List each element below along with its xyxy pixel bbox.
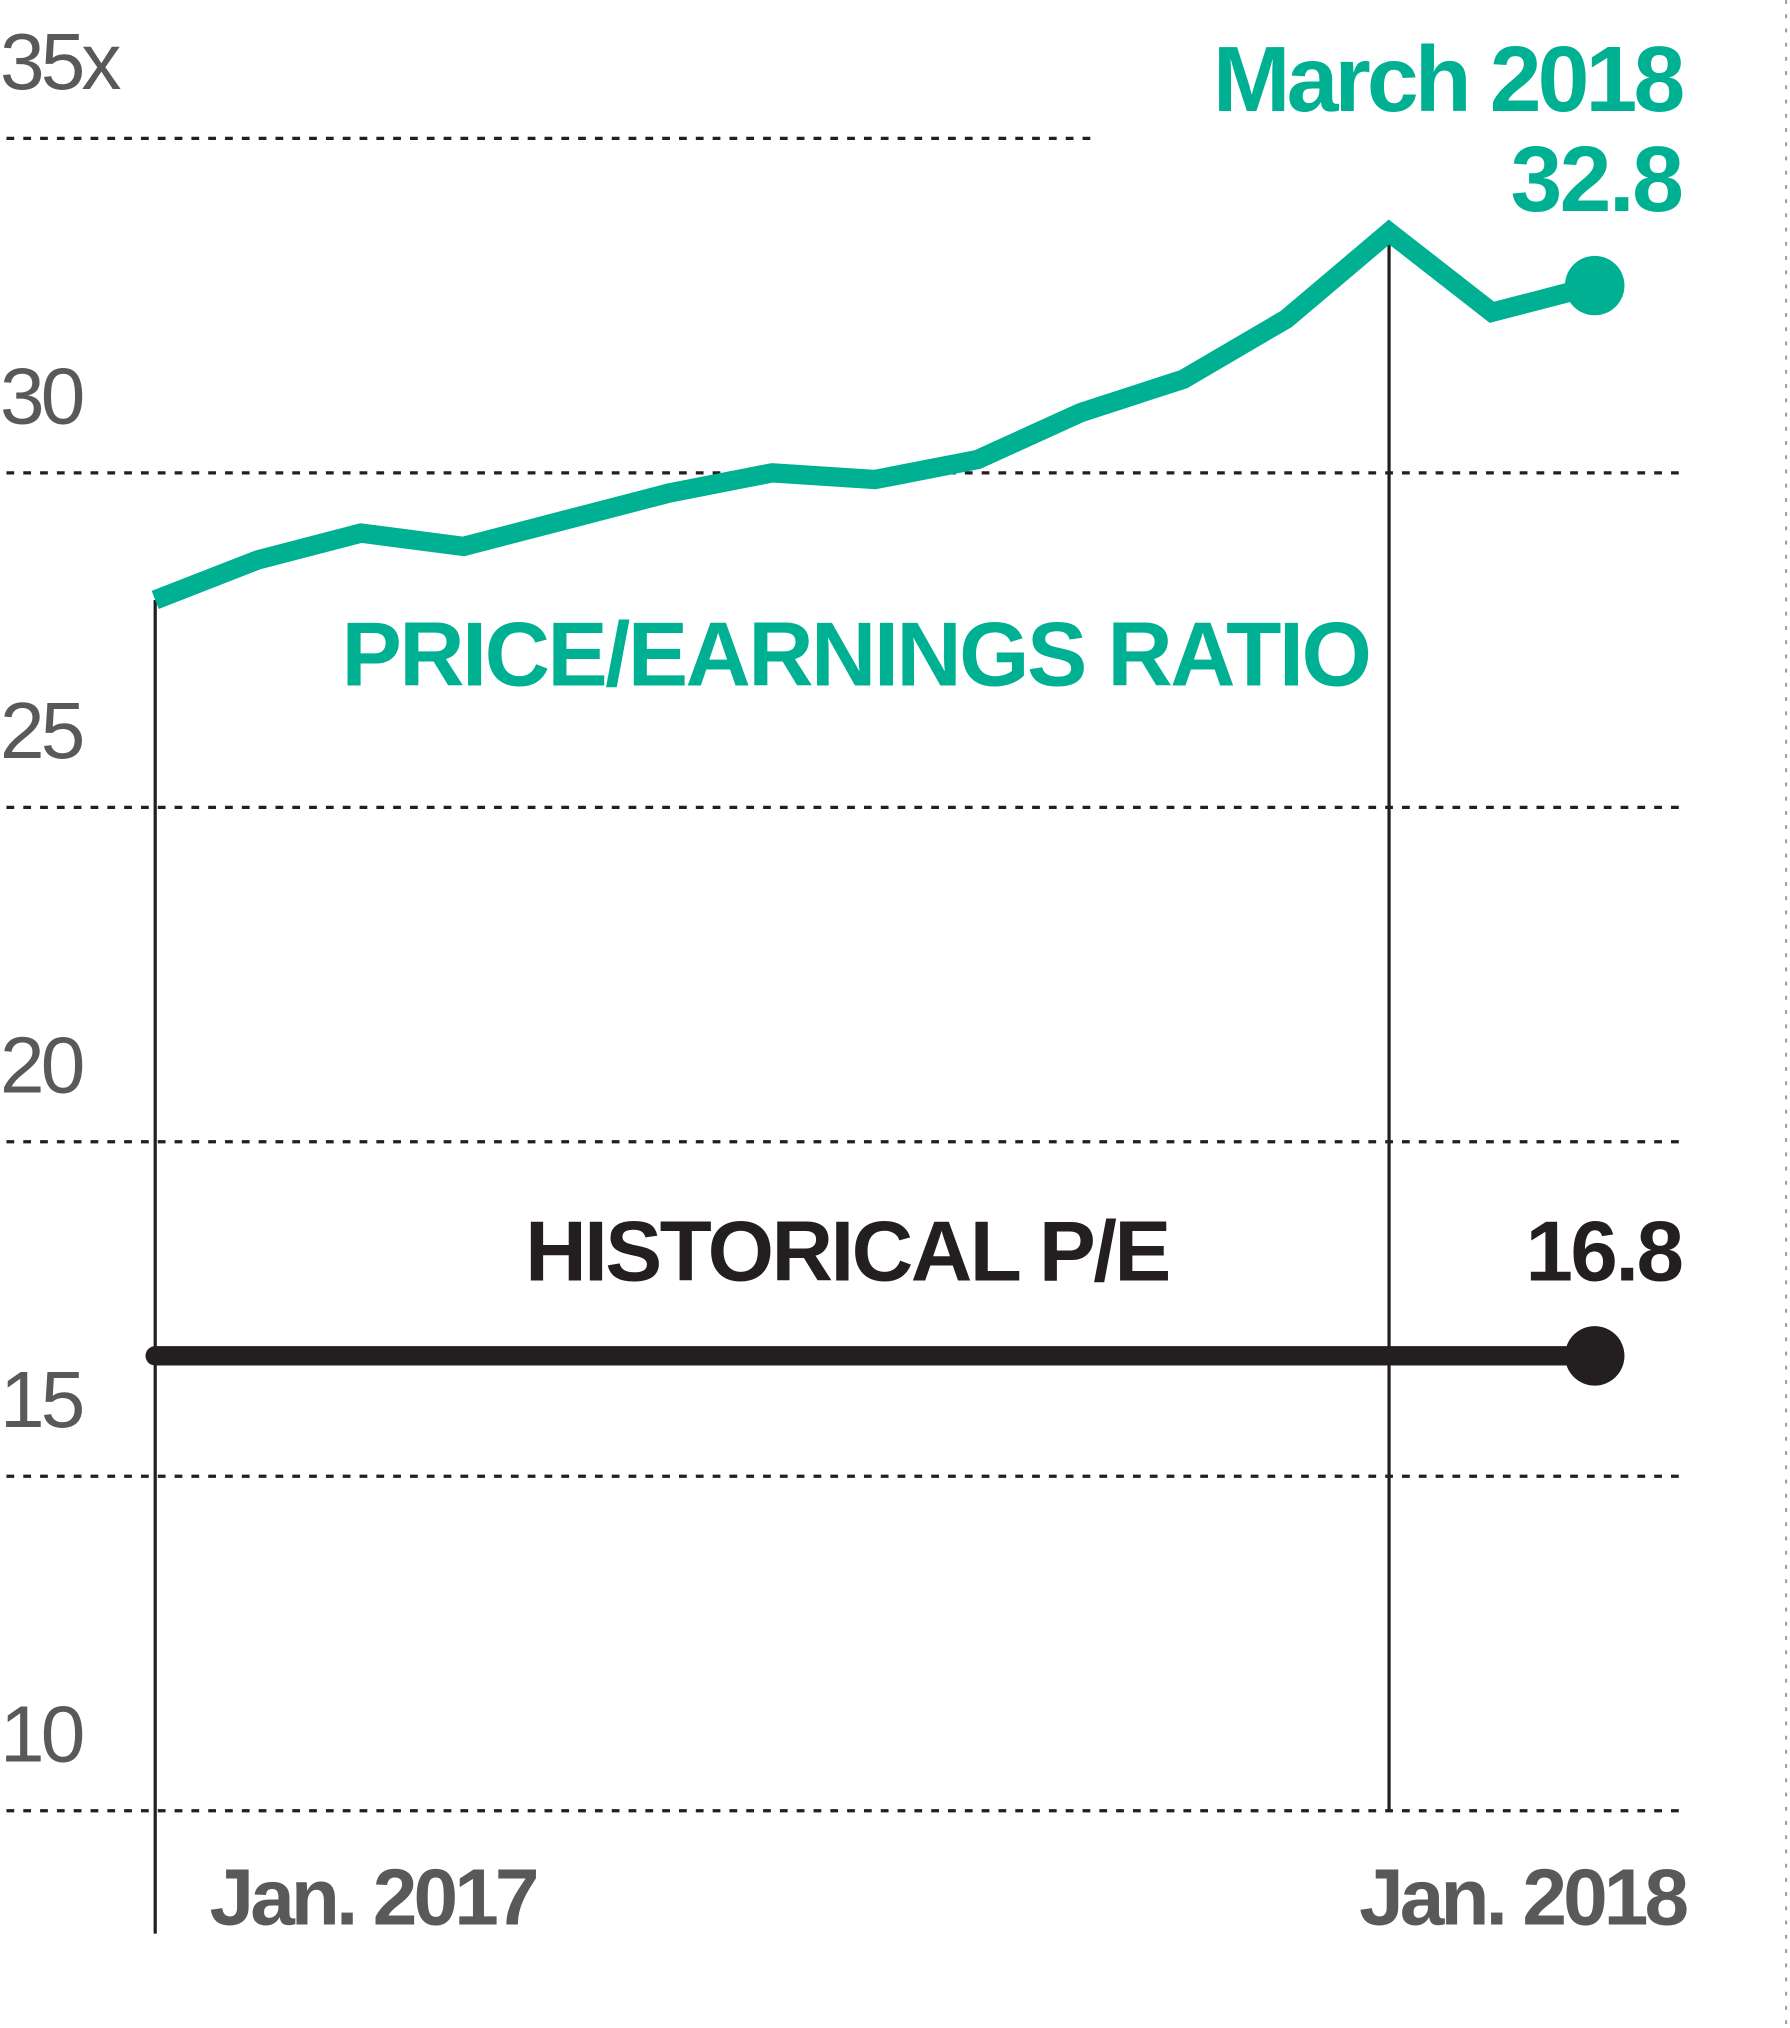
y-tick-label: 35x — [0, 16, 121, 106]
series-label: HISTORICAL P/E — [525, 1204, 1169, 1299]
x-tick-label: Jan. 2017 — [210, 1852, 537, 1942]
annotation: March 2018 — [1213, 27, 1683, 131]
y-tick-label: 20 — [0, 1020, 83, 1110]
value-label: 16.8 — [1526, 1204, 1682, 1299]
y-tick-label: 30 — [0, 351, 83, 441]
end-marker — [1564, 1326, 1625, 1386]
y-tick-label: 15 — [0, 1354, 83, 1444]
y-tick-label: 10 — [0, 1689, 83, 1779]
line — [151, 219, 1598, 609]
series-label: PRICE/EARNINGS RATIO — [341, 604, 1369, 705]
y-tick-label: 25 — [0, 685, 83, 775]
end-marker — [1564, 255, 1625, 316]
x-tick-label: Jan. 2018 — [1359, 1852, 1687, 1942]
value-label: 32.8 — [1510, 127, 1681, 231]
